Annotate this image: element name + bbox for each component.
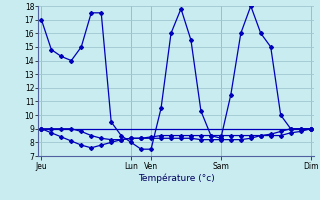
- X-axis label: Température (°c): Température (°c): [138, 173, 214, 183]
